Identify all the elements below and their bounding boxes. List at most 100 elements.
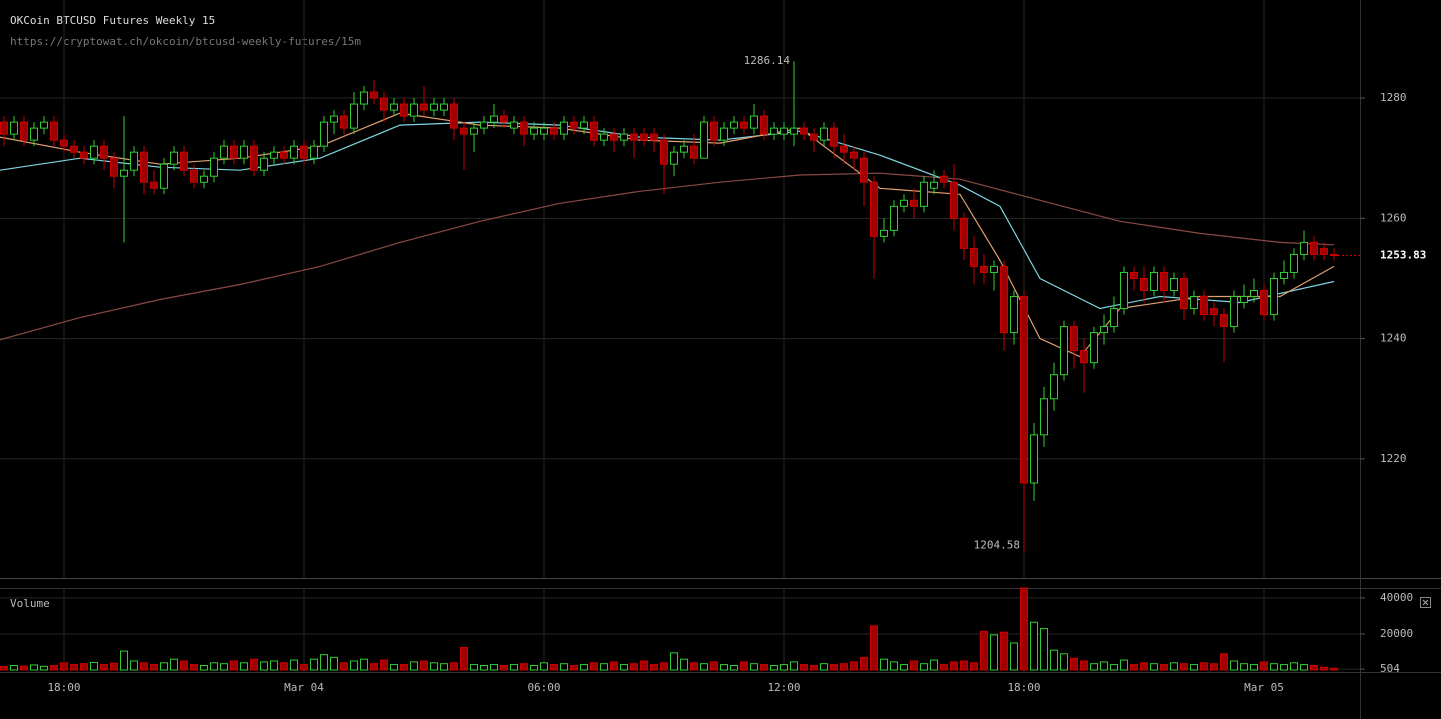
volume-bar xyxy=(60,662,68,671)
volume-bar xyxy=(630,663,638,671)
volume-bar xyxy=(710,661,718,671)
candle-body xyxy=(110,157,118,177)
candle-body xyxy=(650,133,658,141)
candle-body xyxy=(1110,308,1118,328)
candle-body xyxy=(400,103,408,117)
candle-body xyxy=(680,145,688,153)
volume-bar xyxy=(150,664,158,671)
volume-bar xyxy=(580,664,588,671)
volume-bar xyxy=(1070,657,1078,671)
candle-body xyxy=(280,151,288,159)
candle-body xyxy=(1300,241,1308,255)
candle-body xyxy=(580,121,588,129)
candle-body xyxy=(440,103,448,111)
candle-body xyxy=(920,181,928,207)
candle-body xyxy=(1050,374,1058,400)
candle-body xyxy=(460,127,468,135)
candle-body xyxy=(1210,308,1218,316)
y-tick-label: 1280 xyxy=(1380,91,1407,104)
volume-bar xyxy=(850,661,858,671)
candle-body xyxy=(1060,326,1068,376)
candle-body xyxy=(1080,350,1088,364)
volume-bar xyxy=(1000,631,1008,671)
volume-bar xyxy=(1190,664,1198,671)
volume-bar xyxy=(750,663,758,671)
volume-bar xyxy=(380,659,388,671)
candle-body xyxy=(270,151,278,159)
volume-bar xyxy=(930,659,938,671)
candle-body xyxy=(730,121,738,129)
volume-bar xyxy=(240,662,248,671)
volume-bar xyxy=(280,662,288,671)
candle-body xyxy=(260,157,268,171)
candle-body xyxy=(1200,296,1208,316)
candle-body xyxy=(600,133,608,141)
volume-bar xyxy=(1140,662,1148,671)
volume-bar xyxy=(540,662,548,671)
close-button[interactable] xyxy=(1420,597,1431,608)
volume-bar xyxy=(470,664,478,671)
volume-bar xyxy=(680,658,688,671)
volume-bar xyxy=(810,664,818,671)
volume-bar xyxy=(120,650,128,671)
candle-body xyxy=(850,151,858,159)
volume-bar xyxy=(1130,664,1138,671)
candle-body xyxy=(530,127,538,135)
candle-body xyxy=(990,265,998,273)
candle-body xyxy=(740,121,748,129)
candle-body xyxy=(620,133,628,141)
volume-bar xyxy=(370,663,378,671)
volume-bar xyxy=(650,664,658,671)
candle-body xyxy=(950,181,958,219)
candle-body xyxy=(1230,296,1238,328)
candle-body xyxy=(610,133,618,141)
volume-bar xyxy=(1230,660,1238,671)
candle-body xyxy=(930,181,938,189)
candle-body xyxy=(1010,296,1018,334)
volume-bar xyxy=(400,664,408,671)
candle-body xyxy=(870,181,878,237)
candle-body xyxy=(150,181,158,189)
candle-body xyxy=(800,127,808,135)
candle-body xyxy=(1190,296,1198,310)
volume-bar xyxy=(1170,662,1178,671)
candle-body xyxy=(240,145,248,159)
volume-bar xyxy=(1020,587,1028,671)
candle-body xyxy=(1270,277,1278,316)
y-tick-label: 1260 xyxy=(1380,211,1407,224)
candle-body xyxy=(90,145,98,159)
candle-body xyxy=(30,127,38,141)
volume-bar xyxy=(900,664,908,671)
candle-body xyxy=(1310,241,1318,255)
volume-bar xyxy=(550,664,558,671)
candle-body xyxy=(1320,247,1328,255)
y-tick-label: 1240 xyxy=(1380,332,1407,345)
volume-bar xyxy=(1200,662,1208,671)
volume-bar xyxy=(1090,663,1098,671)
volume-bar xyxy=(10,664,18,671)
volume-bar xyxy=(1120,659,1128,671)
candle-body xyxy=(1040,398,1048,436)
volume-bar xyxy=(1270,663,1278,671)
volume-bar xyxy=(320,654,328,671)
volume-bar xyxy=(160,662,168,671)
volume-bar xyxy=(790,661,798,671)
volume-bar xyxy=(720,664,728,671)
chart-subtitle: https://cryptowat.ch/okcoin/btcusd-weekl… xyxy=(10,35,361,48)
volume-bar xyxy=(1060,653,1068,671)
candle-body xyxy=(80,151,88,159)
volume-bar xyxy=(970,662,978,671)
volume-bar xyxy=(490,664,498,671)
volume-bar xyxy=(1010,642,1018,671)
candle-body xyxy=(100,145,108,159)
volume-bar xyxy=(840,663,848,671)
x-tick-label: Mar 05 xyxy=(1244,681,1284,694)
x-tick-label: 06:00 xyxy=(527,681,560,694)
volume-bar xyxy=(420,660,428,671)
volume-label: Volume xyxy=(10,597,50,610)
candle-body xyxy=(70,145,78,153)
candle-body xyxy=(1140,277,1148,292)
volume-bar xyxy=(300,664,308,671)
volume-bar xyxy=(1110,664,1118,671)
